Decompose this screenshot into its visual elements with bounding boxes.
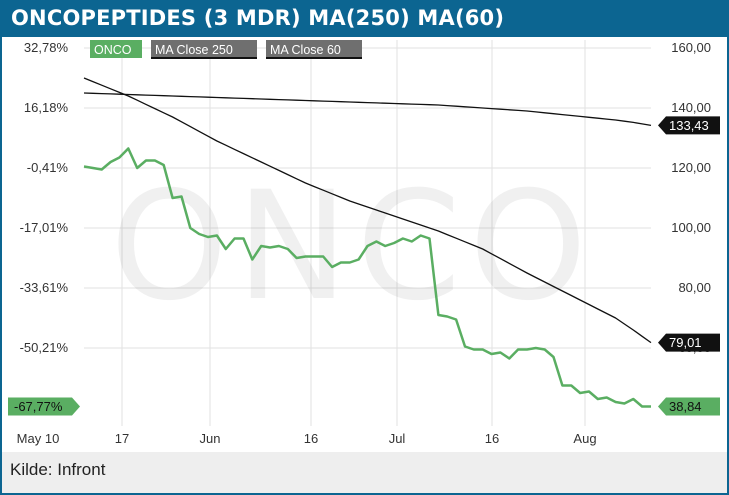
- x-tick-label: 17: [115, 431, 129, 446]
- series-line-ma-close-250: [83, 92, 652, 127]
- right-tick-label: 100,00: [671, 220, 711, 235]
- source-footer: Kilde: Infront: [2, 452, 727, 493]
- tag-ma60: 79,01: [658, 333, 720, 352]
- tag-shape: [8, 397, 80, 416]
- right-tick-label: 140,00: [671, 100, 711, 115]
- legend-label: MA Close 60: [270, 43, 341, 57]
- legend: ONCO MA Close 250 MA Close 60: [90, 40, 362, 59]
- legend-item: MA Close 60: [266, 40, 362, 59]
- legend-label: ONCO: [94, 43, 132, 57]
- left-tick-label: -0,41%: [27, 160, 69, 175]
- left-tick-label: -33,61%: [20, 280, 69, 295]
- x-tick-label: May 10: [17, 431, 60, 446]
- left-tick-label: 32,78%: [24, 40, 69, 55]
- chart-title: ONCOPEPTIDES (3 MDR) MA(250) MA(60): [11, 6, 505, 30]
- left-tick-label: -50,21%: [20, 340, 69, 355]
- right-tick-label: 120,00: [671, 160, 711, 175]
- title-bar: ONCOPEPTIDES (3 MDR) MA(250) MA(60): [2, 2, 727, 37]
- right-tick-label: 160,00: [671, 40, 711, 55]
- source-label: Kilde: Infront: [10, 460, 106, 479]
- legend-item: ONCO: [90, 40, 142, 58]
- series-line-onco: [83, 147, 651, 408]
- legend-swatch: [266, 40, 362, 58]
- tag-onco-left: -67,77%: [8, 397, 80, 416]
- x-tick-label: Jun: [200, 431, 221, 446]
- tag-label: 79,01: [669, 335, 702, 350]
- legend-item: MA Close 250: [151, 40, 257, 59]
- x-tick-label: 16: [304, 431, 318, 446]
- value-tags: 133,43 79,01 38,84 -67,77%: [8, 116, 720, 416]
- watermark: ONCO: [110, 160, 595, 334]
- grid: [84, 40, 651, 426]
- tag-shape: [658, 397, 720, 416]
- tag-label: 133,43: [669, 118, 709, 133]
- tag-onco: 38,84: [658, 397, 720, 416]
- series-line-ma-close-60: [83, 77, 652, 344]
- x-tick-label: 16: [485, 431, 499, 446]
- left-tick-label: -17,01%: [20, 220, 69, 235]
- x-tick-label: Aug: [573, 431, 596, 446]
- tag-shape: [658, 116, 720, 135]
- tag-shape: [658, 333, 720, 352]
- series-lines: [83, 77, 652, 408]
- legend-label: MA Close 250: [155, 43, 233, 57]
- legend-swatch: [151, 40, 257, 58]
- tag-label: -67,77%: [14, 399, 63, 414]
- x-tick-label: Jul: [389, 431, 406, 446]
- tag-ma250: 133,43: [658, 116, 720, 135]
- legend-swatch: [90, 40, 142, 58]
- tag-label: 38,84: [669, 399, 702, 414]
- left-tick-label: 16,18%: [24, 100, 69, 115]
- right-tick-label: 80,00: [678, 280, 711, 295]
- left-axis: 32,78% 16,18% -0,41% -17,01% -33,61% -50,21%: [20, 40, 69, 355]
- x-axis: May 10 17 Jun 16 Jul 16 Aug: [17, 431, 597, 446]
